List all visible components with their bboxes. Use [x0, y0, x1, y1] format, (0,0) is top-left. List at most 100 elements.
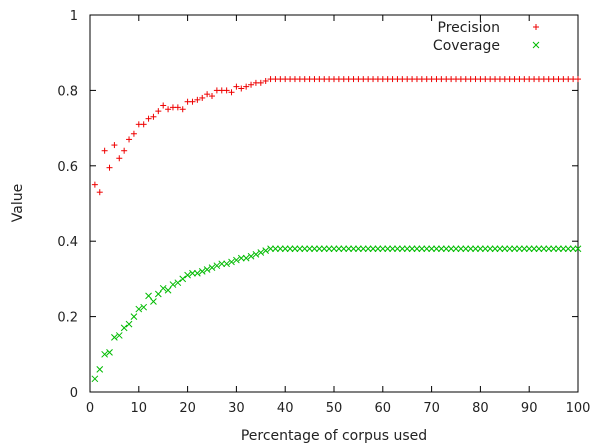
- precision-point: [238, 85, 245, 92]
- coverage-point: [486, 245, 494, 253]
- coverage-point: [394, 245, 401, 253]
- series-precision: [91, 76, 581, 196]
- x-tick-label: 40: [277, 401, 294, 416]
- coverage-point: [398, 245, 406, 253]
- coverage-point: [233, 256, 240, 264]
- precision-point: [145, 115, 152, 122]
- coverage-point: [179, 275, 187, 283]
- coverage-point: [228, 258, 235, 266]
- precision-point: [121, 147, 128, 154]
- coverage-point: [423, 245, 431, 253]
- coverage-point: [135, 305, 143, 313]
- legend-marker-precision: [533, 24, 539, 30]
- legend: Precision Coverage: [433, 20, 540, 54]
- coverage-point: [374, 245, 382, 253]
- coverage-point: [223, 260, 230, 268]
- y-tick-label: 1: [70, 9, 78, 24]
- coverage-point: [408, 245, 416, 253]
- precision-point: [96, 189, 103, 196]
- coverage-point: [574, 245, 582, 253]
- plot-frame: [89, 14, 579, 393]
- x-tick-label: 90: [521, 401, 538, 416]
- coverage-point: [511, 245, 518, 253]
- precision-point: [575, 76, 581, 83]
- coverage-point: [272, 245, 279, 253]
- y-axis-label: Value: [10, 184, 26, 222]
- precision-point: [111, 142, 118, 149]
- coverage-point: [296, 245, 304, 253]
- coverage-point: [169, 281, 177, 288]
- precision-point: [223, 87, 230, 94]
- coverage-point: [355, 245, 362, 253]
- y-tick-label: 0.4: [57, 235, 78, 250]
- precision-point: [150, 113, 157, 120]
- coverage-point: [569, 245, 577, 253]
- coverage-point: [438, 245, 445, 253]
- x-tick-label: 10: [131, 401, 148, 416]
- precision-point: [155, 108, 162, 115]
- axis-ticks: [89, 14, 579, 393]
- precision-point: [262, 77, 269, 84]
- precision-legend-symbol: [533, 24, 539, 30]
- precision-point: [243, 83, 250, 90]
- coverage-point: [159, 284, 167, 292]
- precision-point: [257, 79, 264, 86]
- coverage-point: [335, 245, 343, 253]
- coverage-point: [208, 264, 216, 271]
- coverage-point: [291, 245, 299, 253]
- coverage-point: [189, 269, 196, 277]
- precision-point: [233, 83, 240, 90]
- coverage-point: [311, 245, 318, 253]
- coverage-point: [101, 350, 108, 358]
- precision-point: [194, 96, 201, 103]
- coverage-point: [130, 313, 138, 320]
- precision-point: [165, 106, 172, 113]
- coverage-point: [379, 245, 387, 253]
- coverage-point: [252, 251, 260, 258]
- coverage-point: [340, 245, 348, 253]
- coverage-point: [384, 245, 392, 253]
- coverage-point: [560, 245, 567, 253]
- coverage-point: [194, 269, 201, 277]
- coverage-point: [306, 245, 313, 253]
- coverage-point: [276, 245, 284, 253]
- precision-point: [228, 89, 235, 96]
- coverage-point: [140, 303, 148, 311]
- coverage-point: [403, 245, 411, 253]
- precision-point: [209, 93, 215, 100]
- coverage-point: [501, 245, 509, 253]
- y-tick-label: 0.8: [57, 84, 78, 99]
- coverage-point: [389, 245, 396, 253]
- coverage-point: [174, 279, 182, 287]
- coverage-point: [481, 245, 489, 253]
- precision-point: [130, 130, 137, 137]
- coverage-point: [525, 245, 533, 253]
- coverage-point: [433, 245, 440, 253]
- y-tick-label: 0.2: [57, 311, 78, 326]
- coverage-point: [120, 324, 128, 332]
- coverage-point: [184, 271, 191, 279]
- coverage-point: [359, 245, 367, 253]
- coverage-point: [286, 245, 294, 253]
- coverage-point: [198, 268, 206, 275]
- precision-point: [140, 121, 147, 128]
- x-tick-label: 50: [326, 401, 343, 416]
- x-tick-label: 0: [86, 401, 94, 416]
- coverage-point: [516, 245, 523, 253]
- x-tick-label: 20: [179, 401, 196, 416]
- coverage-point: [316, 245, 323, 253]
- precision-point: [189, 98, 196, 105]
- precision-point: [160, 102, 167, 109]
- precision-point: [126, 136, 133, 143]
- coverage-point: [540, 245, 548, 253]
- coverage-point: [213, 262, 221, 270]
- coverage-point: [442, 245, 450, 253]
- coverage-point: [447, 245, 455, 253]
- x-tick-label: 60: [375, 401, 392, 416]
- precision-point: [248, 81, 255, 88]
- precision-point: [101, 147, 108, 154]
- coverage-point: [555, 245, 562, 253]
- coverage-point: [413, 245, 421, 253]
- coverage-point: [462, 245, 470, 253]
